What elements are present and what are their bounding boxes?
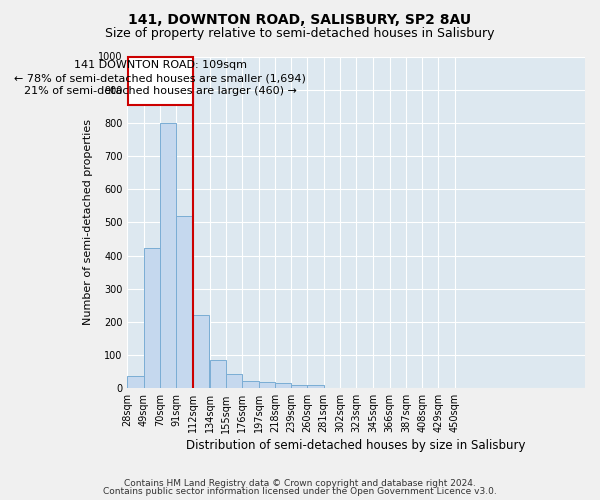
Text: Contains public sector information licensed under the Open Government Licence v3: Contains public sector information licen…	[103, 487, 497, 496]
Text: Contains HM Land Registry data © Crown copyright and database right 2024.: Contains HM Land Registry data © Crown c…	[124, 478, 476, 488]
Bar	[226, 374, 242, 388]
Bar	[160, 123, 176, 388]
Bar	[209, 360, 226, 388]
Text: 21% of semi-detached houses are larger (460) →: 21% of semi-detached houses are larger (…	[24, 86, 297, 97]
Y-axis label: Number of semi-detached properties: Number of semi-detached properties	[83, 120, 92, 326]
Text: 141, DOWNTON ROAD, SALISBURY, SP2 8AU: 141, DOWNTON ROAD, SALISBURY, SP2 8AU	[128, 12, 472, 26]
Bar	[176, 216, 193, 388]
Bar	[127, 376, 144, 388]
X-axis label: Distribution of semi-detached houses by size in Salisbury: Distribution of semi-detached houses by …	[187, 440, 526, 452]
Bar	[307, 385, 323, 388]
Bar	[275, 384, 291, 388]
FancyBboxPatch shape	[128, 56, 193, 104]
Bar	[193, 314, 209, 388]
Bar	[259, 382, 275, 388]
Bar	[242, 381, 259, 388]
Text: ← 78% of semi-detached houses are smaller (1,694): ← 78% of semi-detached houses are smalle…	[14, 73, 307, 83]
Bar	[144, 248, 160, 388]
Bar	[291, 385, 307, 388]
Text: 141 DOWNTON ROAD: 109sqm: 141 DOWNTON ROAD: 109sqm	[74, 60, 247, 70]
Text: Size of property relative to semi-detached houses in Salisbury: Size of property relative to semi-detach…	[105, 28, 495, 40]
